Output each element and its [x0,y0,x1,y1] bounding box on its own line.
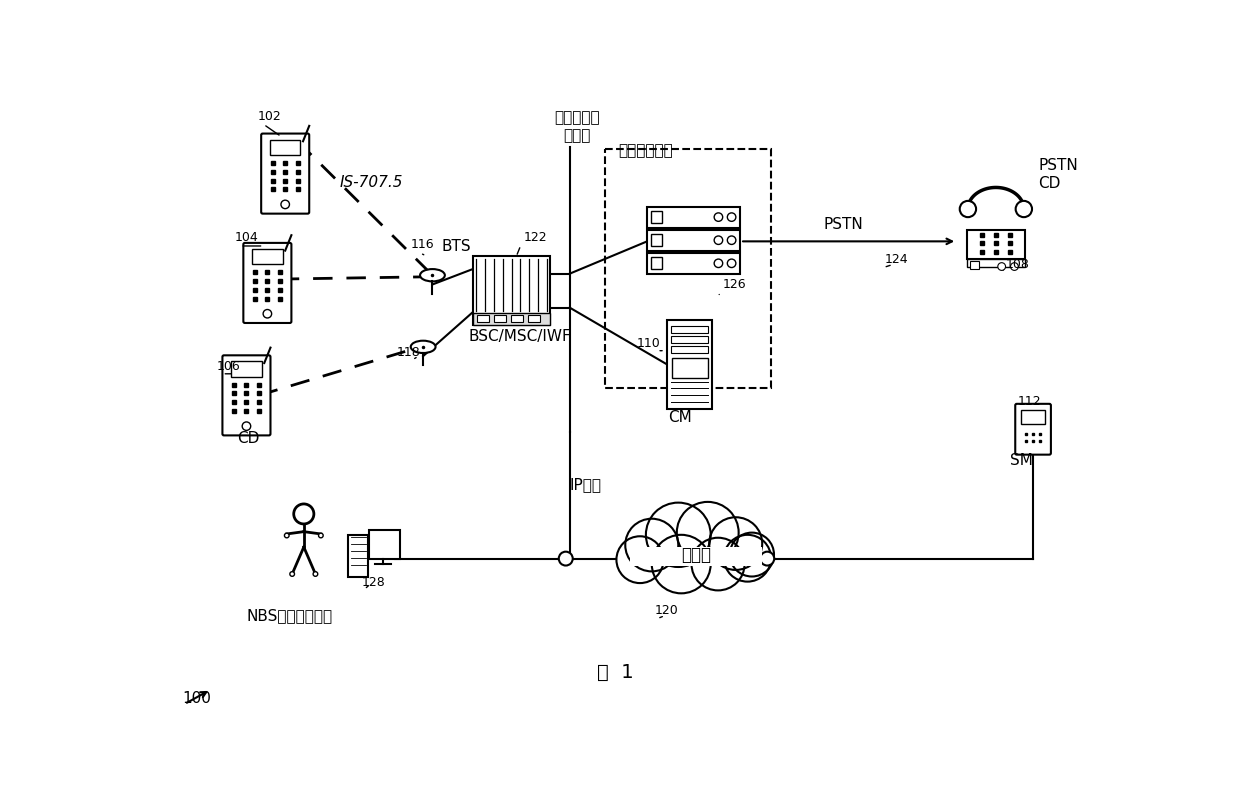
Circle shape [312,572,317,576]
Circle shape [728,213,735,221]
Bar [476,316,489,322]
Bar [231,361,262,377]
FancyBboxPatch shape [1016,404,1052,455]
Circle shape [281,200,289,208]
Circle shape [263,309,272,318]
Text: 110: 110 [637,336,661,350]
Text: 102: 102 [258,109,281,122]
Circle shape [677,502,739,564]
Text: BSC/MSC/IWF: BSC/MSC/IWF [469,329,572,345]
Bar [472,313,551,325]
Bar [647,253,740,275]
Text: CM: CM [668,410,692,424]
Ellipse shape [410,341,435,353]
Circle shape [760,551,774,566]
Circle shape [728,236,735,245]
Text: PSTN
CD: PSTN CD [1039,159,1079,191]
Circle shape [625,518,678,572]
Bar [630,547,763,566]
Bar [1021,410,1045,424]
Circle shape [242,422,250,431]
Circle shape [724,535,771,582]
Circle shape [319,533,324,538]
Text: IS-707.5: IS-707.5 [340,175,403,191]
FancyBboxPatch shape [222,355,270,436]
Circle shape [709,518,763,570]
Bar [370,530,399,559]
Text: 服务提供商
广域网: 服务提供商 广域网 [554,110,600,142]
Circle shape [728,259,735,267]
Bar [528,316,541,322]
Circle shape [1011,262,1018,270]
Circle shape [646,502,711,567]
Text: 124: 124 [885,253,909,266]
Text: 因特网: 因特网 [681,546,711,564]
Text: PSTN: PSTN [823,217,863,232]
Bar [651,211,662,223]
Circle shape [998,262,1006,270]
FancyBboxPatch shape [262,134,309,213]
Circle shape [714,213,723,221]
Circle shape [652,535,711,593]
Text: 122: 122 [525,230,548,244]
Bar [651,234,662,246]
Bar [647,229,740,251]
Circle shape [692,538,744,590]
FancyBboxPatch shape [243,243,291,323]
Bar [494,316,506,322]
Bar [671,327,708,332]
Bar [967,229,1024,259]
Bar [252,249,283,265]
Text: 118: 118 [397,346,420,359]
Text: 128: 128 [362,576,386,588]
Circle shape [714,236,723,245]
Text: 116: 116 [410,238,434,251]
Circle shape [616,536,663,583]
Text: 104: 104 [234,231,259,245]
Circle shape [290,572,295,576]
Bar [970,261,980,270]
Text: 106: 106 [217,360,241,373]
Text: IP网关: IP网关 [569,477,601,493]
Bar [472,256,551,325]
Bar [671,336,708,343]
Bar [671,346,708,353]
Circle shape [284,533,289,538]
Circle shape [960,201,976,217]
Text: BTS: BTS [441,238,471,254]
Circle shape [559,551,573,566]
Bar [605,149,771,388]
Bar [511,316,523,322]
Bar [967,259,1024,266]
Text: NBS终端或管理员: NBS终端或管理员 [247,609,332,623]
Circle shape [730,533,774,576]
Text: CD: CD [237,431,259,446]
Text: 调制解调器库: 调制解调器库 [619,143,673,158]
Bar [651,257,662,269]
Text: 图  1: 图 1 [596,663,634,682]
Circle shape [714,259,723,267]
Text: 126: 126 [723,278,746,291]
Bar [270,140,300,155]
Ellipse shape [420,269,445,282]
Bar [667,320,712,409]
Circle shape [294,504,314,524]
Text: 108: 108 [1006,258,1030,270]
Text: 112: 112 [1018,394,1042,407]
Circle shape [1016,201,1032,217]
Bar [672,358,708,378]
Bar [348,535,368,577]
Bar [647,207,740,229]
Text: SM: SM [1011,452,1033,468]
Text: 100: 100 [182,691,211,706]
Text: 120: 120 [655,604,678,617]
